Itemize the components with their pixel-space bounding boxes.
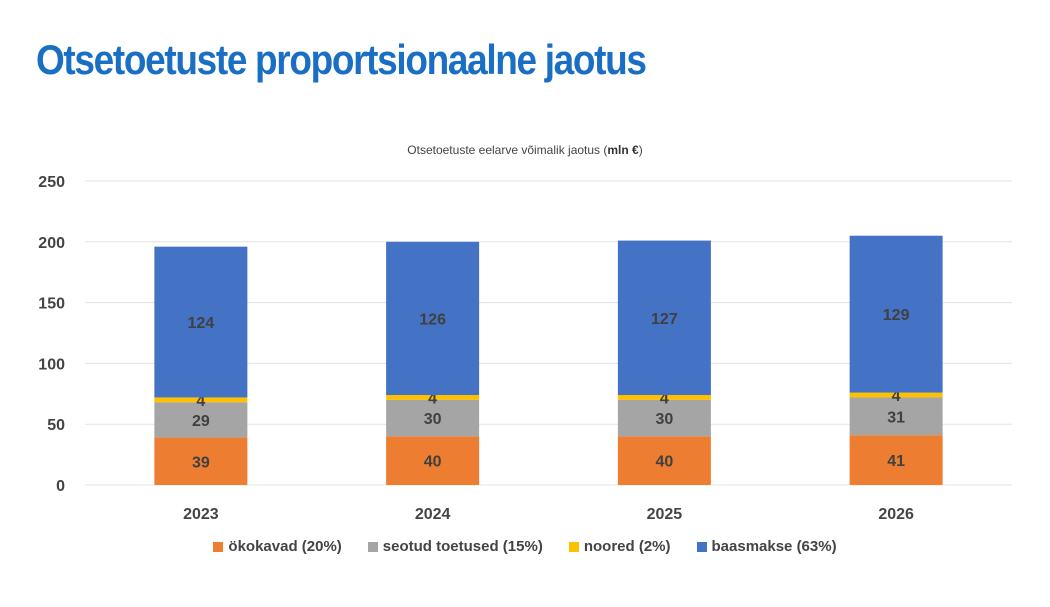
bar-segment: [154, 437, 248, 485]
data-label: 4: [892, 388, 901, 405]
y-tick-label: 50: [47, 417, 65, 434]
data-label: 31: [887, 409, 905, 426]
bar-segment: [386, 241, 480, 396]
legend-swatch: [367, 541, 378, 552]
legend-item: seotud toetused (15%): [367, 538, 543, 555]
data-label: 40: [424, 454, 442, 471]
chart-title: Otsetoetuste eelarve võimalik jaotus (ml…: [407, 143, 643, 157]
y-tick-label: 150: [38, 296, 65, 313]
bar-segment: [386, 395, 480, 400]
legend-label: ökokavad (20%): [228, 538, 342, 555]
legend-swatch: [213, 541, 224, 552]
data-label: 30: [655, 411, 673, 428]
bar-segment: [386, 436, 480, 485]
data-label: 4: [428, 390, 437, 407]
x-tick-label: 2026: [878, 506, 914, 523]
data-label: 124: [188, 315, 215, 332]
y-tick-label: 100: [38, 356, 65, 373]
legend-item: ökokavad (20%): [213, 538, 342, 555]
bar-segment: [849, 235, 943, 393]
x-tick-label: 2024: [415, 506, 451, 523]
legend-item: noored (2%): [568, 538, 671, 555]
bar-segment: [617, 399, 711, 437]
data-label: 40: [655, 454, 673, 471]
bar-segment: [154, 246, 248, 398]
legend-item: baasmakse (63%): [696, 538, 837, 555]
bar-segment: [617, 395, 711, 400]
data-label: 41: [887, 453, 905, 470]
y-tick-label: 200: [38, 235, 65, 252]
legend-label: seotud toetused (15%): [382, 538, 543, 555]
bar-segment: [617, 240, 711, 396]
legend-label: baasmakse (63%): [711, 538, 837, 555]
bar-segment: [386, 399, 480, 437]
bar-segment: [849, 435, 943, 485]
data-label: 127: [651, 311, 678, 328]
data-label: 129: [883, 307, 910, 324]
data-label: 4: [660, 390, 669, 407]
bar-segment: [154, 397, 248, 403]
bar-segment: [849, 392, 943, 398]
page-title: Otsetoetuste proportsionaalne jaotus: [36, 36, 647, 83]
x-tick-label: 2025: [647, 506, 683, 523]
legend-label: noored (2%): [583, 538, 671, 555]
y-tick-label: 250: [38, 174, 65, 191]
bar-segment: [154, 402, 248, 438]
data-label: 126: [419, 311, 446, 328]
x-tick-label: 2023: [183, 506, 219, 523]
legend-swatch: [568, 541, 579, 552]
data-label: 30: [424, 411, 442, 428]
legend-swatch: [696, 541, 707, 552]
data-label: 4: [196, 393, 205, 410]
data-label: 29: [192, 413, 210, 430]
bar-segment: [849, 397, 943, 436]
legend: ökokavad (20%) seotud toetused (15%) noo…: [0, 538, 1050, 555]
bar-segment: [617, 436, 711, 485]
y-tick-label: 0: [56, 478, 65, 495]
data-label: 39: [192, 454, 210, 471]
